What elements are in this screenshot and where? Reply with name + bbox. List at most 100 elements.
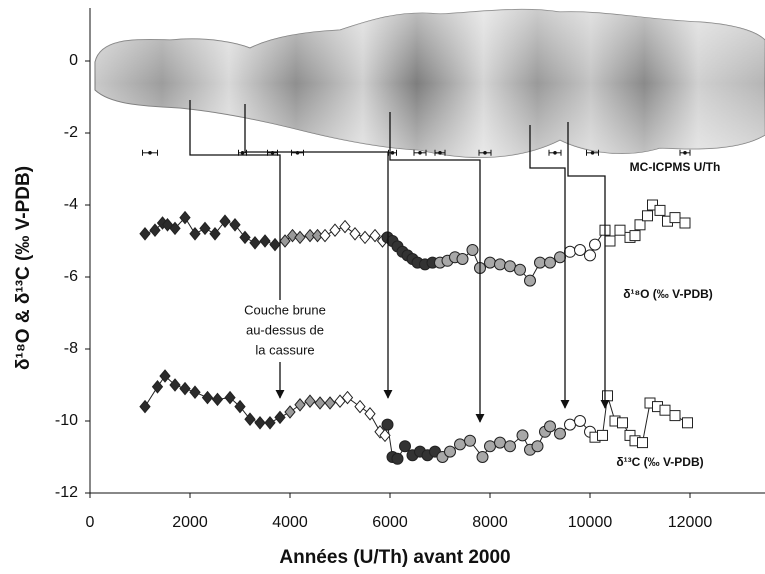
data-point (584, 249, 596, 262)
y-axis-title: δ¹⁸O & δ¹³C (‰ V-PDB) (13, 166, 34, 370)
data-point (189, 227, 201, 241)
data-point (211, 392, 224, 407)
arrow (244, 104, 393, 399)
data-point (294, 230, 306, 245)
data-point (294, 398, 306, 412)
data-point (229, 218, 241, 232)
data-point (189, 385, 201, 399)
date-point (148, 151, 152, 155)
data-point (494, 436, 506, 449)
date (434, 149, 446, 156)
data-point (159, 369, 171, 383)
arrow (567, 122, 610, 409)
data-point (589, 238, 601, 251)
date-point (590, 151, 595, 155)
x-tick-label: 2000 (172, 514, 208, 531)
data-point (597, 429, 608, 441)
date (679, 149, 691, 156)
series-line (144, 375, 688, 460)
date (478, 149, 492, 156)
data-point (629, 230, 641, 242)
y-tick-label: -4 (64, 196, 78, 213)
data-point (139, 227, 151, 241)
data-point (554, 427, 566, 440)
annotation-line: au-dessus de (246, 322, 324, 337)
data-point (544, 256, 556, 269)
data-point (349, 227, 361, 241)
annotation: Couche brune au-dessus de la cassure (226, 300, 344, 362)
x-tick-label: 6000 (372, 514, 408, 531)
data-point (444, 445, 456, 458)
y-tick-label: 0 (69, 52, 78, 69)
data-point (286, 228, 299, 243)
data-point (466, 244, 479, 256)
date-point (438, 151, 442, 155)
x-tick-label: 10000 (568, 514, 613, 531)
data-point (464, 434, 476, 447)
data-point (604, 235, 616, 247)
annotation-background (226, 300, 344, 362)
data-point (574, 415, 586, 427)
data-point (456, 253, 469, 265)
date (291, 149, 304, 156)
data-point (304, 228, 316, 243)
stalagmite-image (94, 8, 765, 158)
data-point (259, 234, 271, 248)
date (413, 149, 427, 156)
data-point (391, 452, 404, 465)
data-point (311, 228, 324, 243)
annotation-line: Couche brune (244, 302, 326, 317)
data-point (634, 219, 646, 231)
data-point (514, 263, 526, 276)
data-point (682, 417, 693, 429)
y-tick-label: -12 (55, 484, 78, 501)
data-point (279, 234, 291, 248)
data-point (304, 394, 316, 408)
data-point (269, 237, 281, 252)
series-label: δ¹⁸O (‰ V-PDB) (623, 287, 713, 301)
data-point (369, 228, 381, 243)
y-tick-label: -6 (64, 268, 78, 285)
date-point (418, 151, 422, 155)
data-point (339, 219, 351, 234)
data-point (642, 210, 653, 222)
data-point (399, 440, 411, 453)
data-point (617, 417, 628, 429)
data-point (602, 390, 613, 402)
x-tick-label: 8000 (472, 514, 508, 531)
data-point (199, 221, 211, 236)
data-point (329, 223, 341, 237)
data-point (476, 451, 489, 463)
data-point (654, 204, 666, 216)
date (586, 149, 599, 156)
data-point (544, 420, 556, 433)
data-point (564, 245, 576, 258)
data-point (151, 380, 164, 394)
data-point (244, 412, 256, 426)
date-point (240, 151, 245, 155)
data-point (274, 410, 286, 425)
data-point (504, 260, 516, 273)
data-point (554, 251, 566, 264)
data-point (381, 418, 394, 431)
data-point (324, 396, 336, 410)
data-point (379, 428, 391, 443)
data-point (234, 399, 246, 414)
series-label: δ¹³C (‰ V-PDB) (616, 455, 703, 469)
data-point (524, 274, 536, 287)
y-tick-label: -2 (64, 124, 78, 141)
date (142, 149, 158, 156)
y-tick-label: -10 (55, 412, 78, 429)
data-point (179, 210, 191, 225)
data-point (359, 230, 371, 245)
data-point (637, 437, 648, 449)
arrow (189, 100, 285, 399)
data-point (454, 438, 466, 451)
arrow (389, 112, 485, 423)
data-point (564, 418, 576, 431)
x-tick-label: 4000 (272, 514, 308, 531)
dates-label: MC-ICPMS U/Th (630, 160, 721, 174)
data-point (264, 416, 276, 430)
data-point (679, 217, 691, 229)
data-point (669, 410, 681, 422)
